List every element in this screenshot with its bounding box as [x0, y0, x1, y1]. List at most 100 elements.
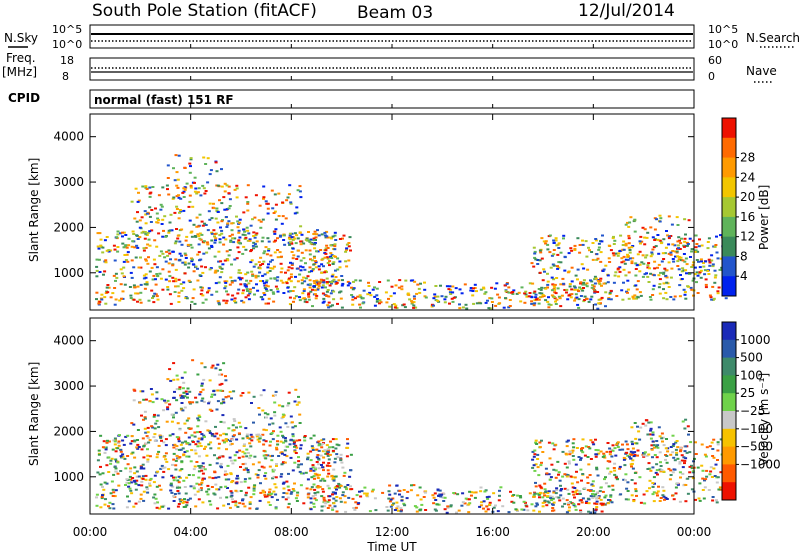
- echo-cell: [233, 297, 237, 300]
- echo-cell: [591, 284, 595, 287]
- echo-cell: [600, 504, 604, 507]
- colorbar-tick-label: 1000: [740, 333, 771, 347]
- echo-cell: [273, 230, 277, 233]
- echo-cell: [227, 185, 231, 188]
- echo-cell: [191, 441, 195, 443]
- echo-cell: [196, 191, 200, 194]
- echo-cell: [604, 291, 608, 294]
- echo-cell: [392, 292, 396, 295]
- echo-cell: [615, 443, 619, 446]
- echo-cell: [272, 475, 276, 478]
- echo-cell: [395, 507, 399, 510]
- echo-cell: [669, 276, 673, 279]
- echo-cell: [200, 437, 204, 440]
- echo-cell: [536, 259, 540, 261]
- echo-cell: [290, 251, 294, 253]
- echo-cell: [187, 205, 191, 208]
- echo-cell: [305, 487, 309, 490]
- echo-cell: [534, 439, 538, 442]
- echo-cell: [103, 296, 107, 299]
- echo-cell: [559, 261, 563, 264]
- echo-cell: [449, 504, 453, 507]
- echo-cell: [409, 279, 413, 282]
- echo-cell: [322, 469, 325, 472]
- echo-cell: [337, 482, 341, 485]
- echo-cell: [596, 496, 600, 499]
- echo-cell: [639, 242, 642, 245]
- echo-cell: [283, 437, 287, 439]
- echo-cell: [671, 434, 675, 437]
- echo-cell: [572, 493, 576, 496]
- echo-cell: [178, 469, 182, 472]
- echo-cell: [140, 448, 144, 451]
- echo-cell: [548, 251, 552, 254]
- echo-cell: [262, 260, 266, 263]
- echo-cell: [568, 285, 572, 288]
- echo-cell: [301, 472, 305, 475]
- colorbar-segment: [722, 236, 736, 257]
- echo-cell: [609, 494, 613, 497]
- echo-cell: [263, 474, 267, 477]
- echo-cell: [262, 252, 266, 255]
- echo-cell: [704, 283, 708, 286]
- echo-cell: [316, 454, 320, 456]
- echo-cell: [199, 445, 203, 447]
- echo-cell: [449, 288, 453, 291]
- echo-cell: [316, 485, 320, 488]
- echo-cell: [188, 200, 192, 203]
- echo-cell: [409, 489, 413, 492]
- echo-cell: [96, 245, 100, 248]
- echo-cell: [123, 254, 127, 256]
- echo-cell: [257, 261, 261, 264]
- echo-cell: [193, 176, 197, 179]
- echo-cell: [351, 295, 355, 298]
- echo-cell: [306, 283, 310, 286]
- echo-cell: [210, 434, 214, 437]
- echo-cell: [218, 368, 222, 371]
- echo-cell: [207, 443, 211, 446]
- echo-cell: [473, 496, 477, 499]
- echo-cell: [179, 443, 183, 446]
- echo-cell: [333, 461, 337, 464]
- echo-cell: [139, 256, 142, 259]
- echo-cell: [274, 218, 278, 221]
- echo-cell: [169, 258, 172, 261]
- echo-cell: [204, 445, 208, 448]
- echo-cell: [190, 260, 194, 263]
- echo-cell: [599, 450, 603, 453]
- echo-cell: [576, 303, 580, 306]
- echo-cell: [243, 452, 247, 455]
- echo-cell: [295, 446, 299, 449]
- echo-cell: [546, 272, 549, 275]
- echo-cell: [574, 508, 578, 511]
- echo-cell: [616, 254, 620, 257]
- echo-cell: [536, 466, 540, 469]
- echo-cell: [196, 267, 199, 270]
- echo-cell: [140, 466, 143, 469]
- echo-cell: [664, 458, 667, 461]
- echo-cell: [155, 266, 159, 269]
- echo-cell: [551, 507, 555, 509]
- echo-cell: [322, 300, 326, 303]
- echo-cell: [622, 255, 626, 258]
- echo-cell: [251, 244, 255, 247]
- echo-cell: [182, 209, 186, 212]
- echo-cell: [153, 263, 157, 266]
- echo-cell: [217, 488, 221, 491]
- echo-cell: [233, 237, 237, 240]
- nsearch-label: N.Search: [746, 31, 800, 45]
- echo-cell: [630, 494, 634, 497]
- cpid-text: normal (fast) 151 RF: [94, 93, 234, 107]
- echo-cell: [614, 252, 618, 255]
- echo-cell: [388, 493, 392, 496]
- echo-cell: [153, 433, 157, 436]
- echo-cell: [667, 235, 671, 238]
- echo-cell: [320, 446, 324, 449]
- echo-cell: [551, 442, 555, 445]
- echo-cell: [331, 449, 335, 452]
- echo-cell: [174, 277, 178, 280]
- echo-cell: [318, 443, 322, 446]
- echo-cell: [220, 402, 223, 405]
- echo-cell: [179, 394, 183, 397]
- echo-cell: [263, 286, 267, 289]
